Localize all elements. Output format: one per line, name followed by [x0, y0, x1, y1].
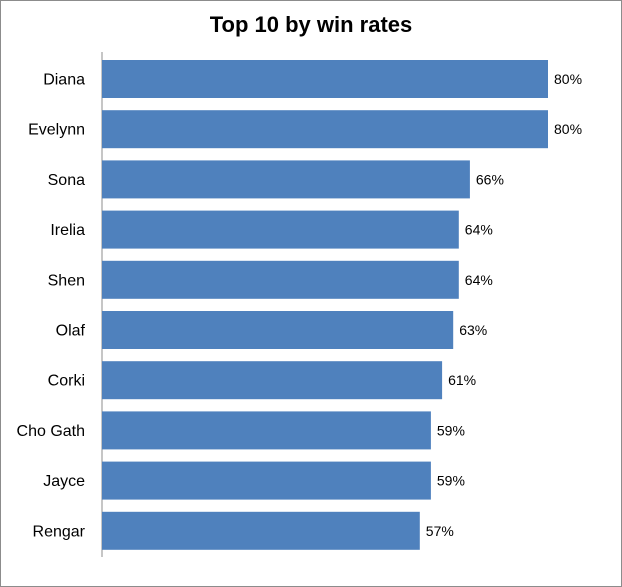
bar-diana: [102, 60, 548, 98]
data-label: 59%: [437, 422, 465, 438]
bar-corki: [102, 361, 443, 400]
data-label: 64%: [465, 272, 493, 288]
data-label: 63%: [459, 322, 487, 338]
data-label: 80%: [554, 121, 582, 137]
bar-olaf: [102, 311, 454, 349]
data-label: 66%: [476, 171, 504, 187]
bar-sona: [102, 160, 470, 199]
bar-rengar: [102, 511, 420, 550]
bars-layer: Diana 80% Evelynn 80% Sona 66% Irelia 64% Shen 64…: [17, 60, 582, 550]
bar-cho-gath: [102, 411, 431, 450]
category-label: Cho Gath: [17, 423, 85, 440]
data-label: 80%: [554, 71, 582, 87]
category-label: Sona: [48, 172, 85, 189]
category-label: Rengar: [33, 523, 86, 540]
bar-irelia: [102, 210, 459, 249]
data-label: 57%: [426, 523, 454, 539]
category-label: Diana: [43, 72, 85, 89]
bar-evelynn: [102, 110, 548, 149]
data-label: 61%: [448, 372, 476, 388]
category-label: Olaf: [56, 323, 86, 340]
data-label: 59%: [437, 473, 465, 489]
bar-shen: [102, 260, 459, 299]
category-label: Evelynn: [28, 122, 85, 139]
bar-jayce: [102, 461, 431, 500]
category-label: Jayce: [43, 473, 85, 490]
category-label: Corki: [48, 373, 85, 390]
category-label: Irelia: [50, 222, 85, 239]
chart-title: Top 10 by win rates: [209, 12, 413, 37]
category-label: Shen: [48, 272, 85, 289]
data-label: 64%: [465, 222, 493, 238]
